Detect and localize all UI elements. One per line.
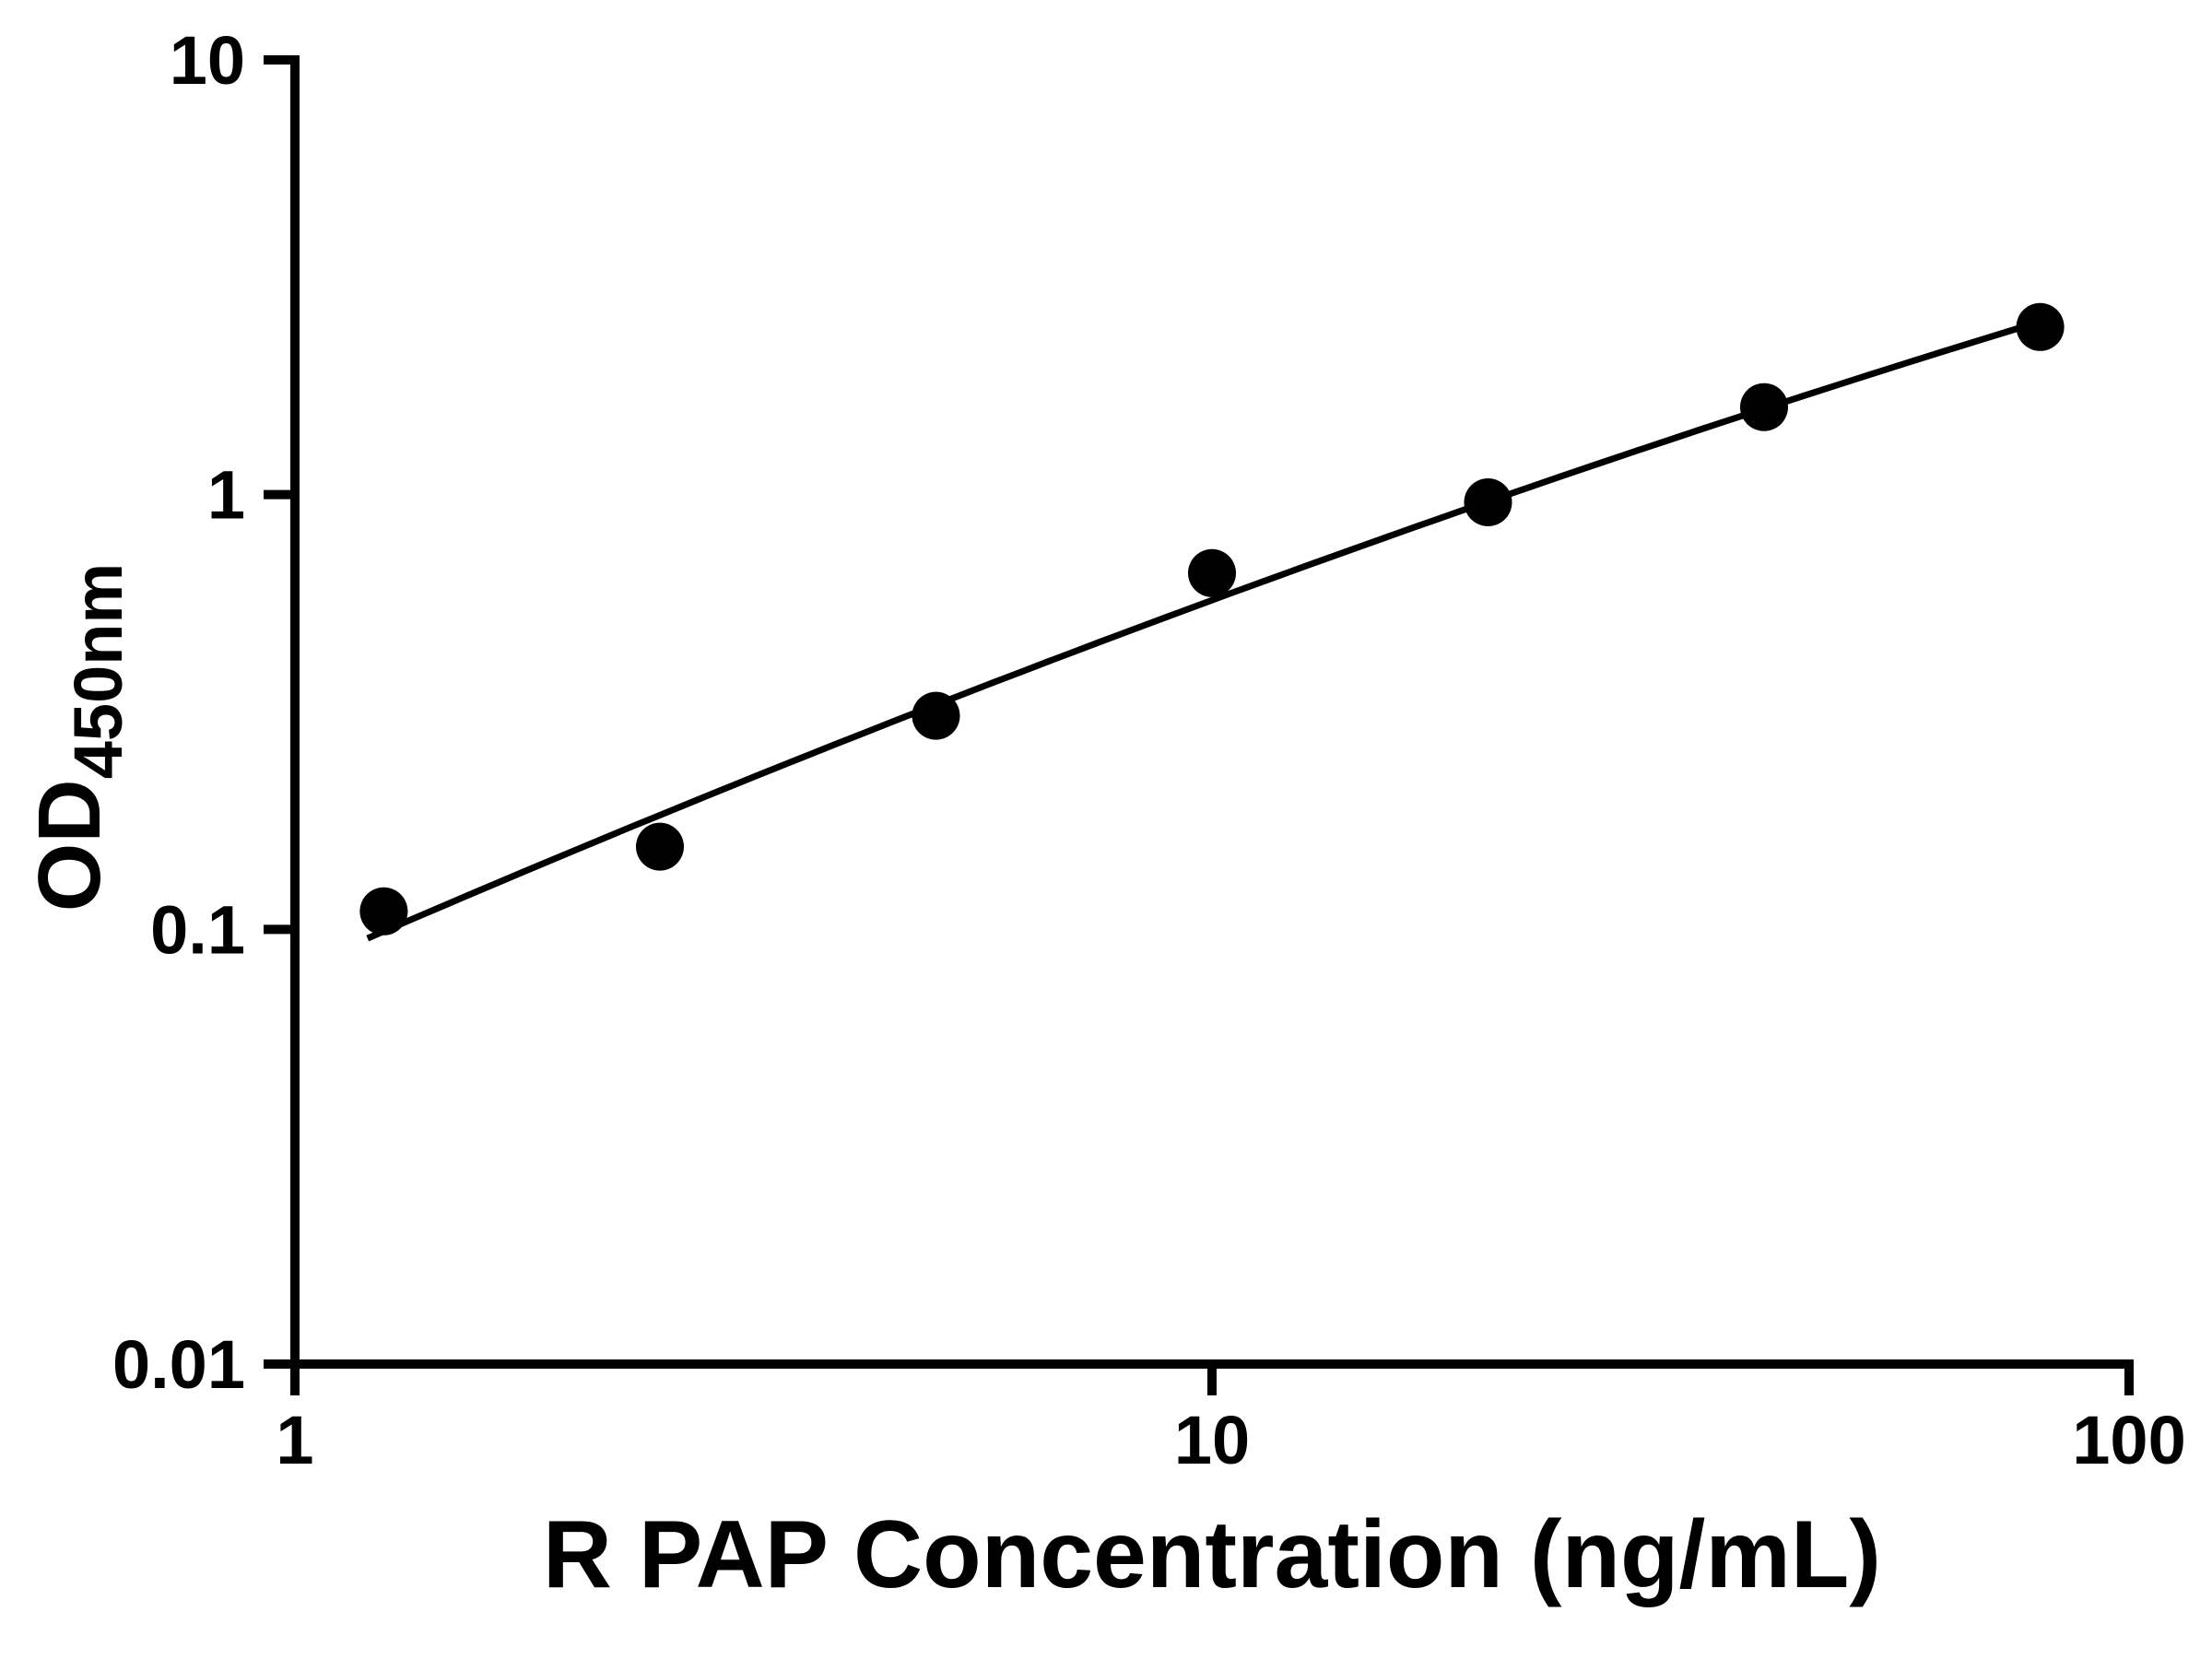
y-tick-label: 1 <box>207 457 245 534</box>
data-point <box>912 691 960 740</box>
data-point <box>1740 382 1788 431</box>
data-point <box>1188 548 1236 597</box>
y-axis-title-sub: 450nm <box>60 563 136 779</box>
x-tick-label: 100 <box>2072 1402 2185 1478</box>
y-tick-label: 10 <box>170 22 245 99</box>
x-axis-title: R PAP Concentration (ng/mL) <box>543 1501 1881 1608</box>
data-point <box>359 887 408 935</box>
axes <box>290 55 2134 1369</box>
x-axis-ticks: 1 10 100 <box>276 1364 2186 1478</box>
y-axis-title: OD450nm <box>20 563 136 912</box>
data-points <box>359 302 2065 935</box>
x-tick-label: 10 <box>1174 1402 1250 1478</box>
data-point <box>2016 302 2065 351</box>
fit-curve <box>366 318 2041 942</box>
y-axis-title-main: OD <box>20 779 119 912</box>
x-tick-label: 1 <box>276 1402 313 1478</box>
data-point <box>1464 478 1512 526</box>
y-axis-ticks: 10 1 0.1 0.01 <box>112 22 295 1403</box>
data-point <box>636 822 684 871</box>
y-tick-label: 0.1 <box>150 891 245 968</box>
y-tick-label: 0.01 <box>112 1326 245 1403</box>
